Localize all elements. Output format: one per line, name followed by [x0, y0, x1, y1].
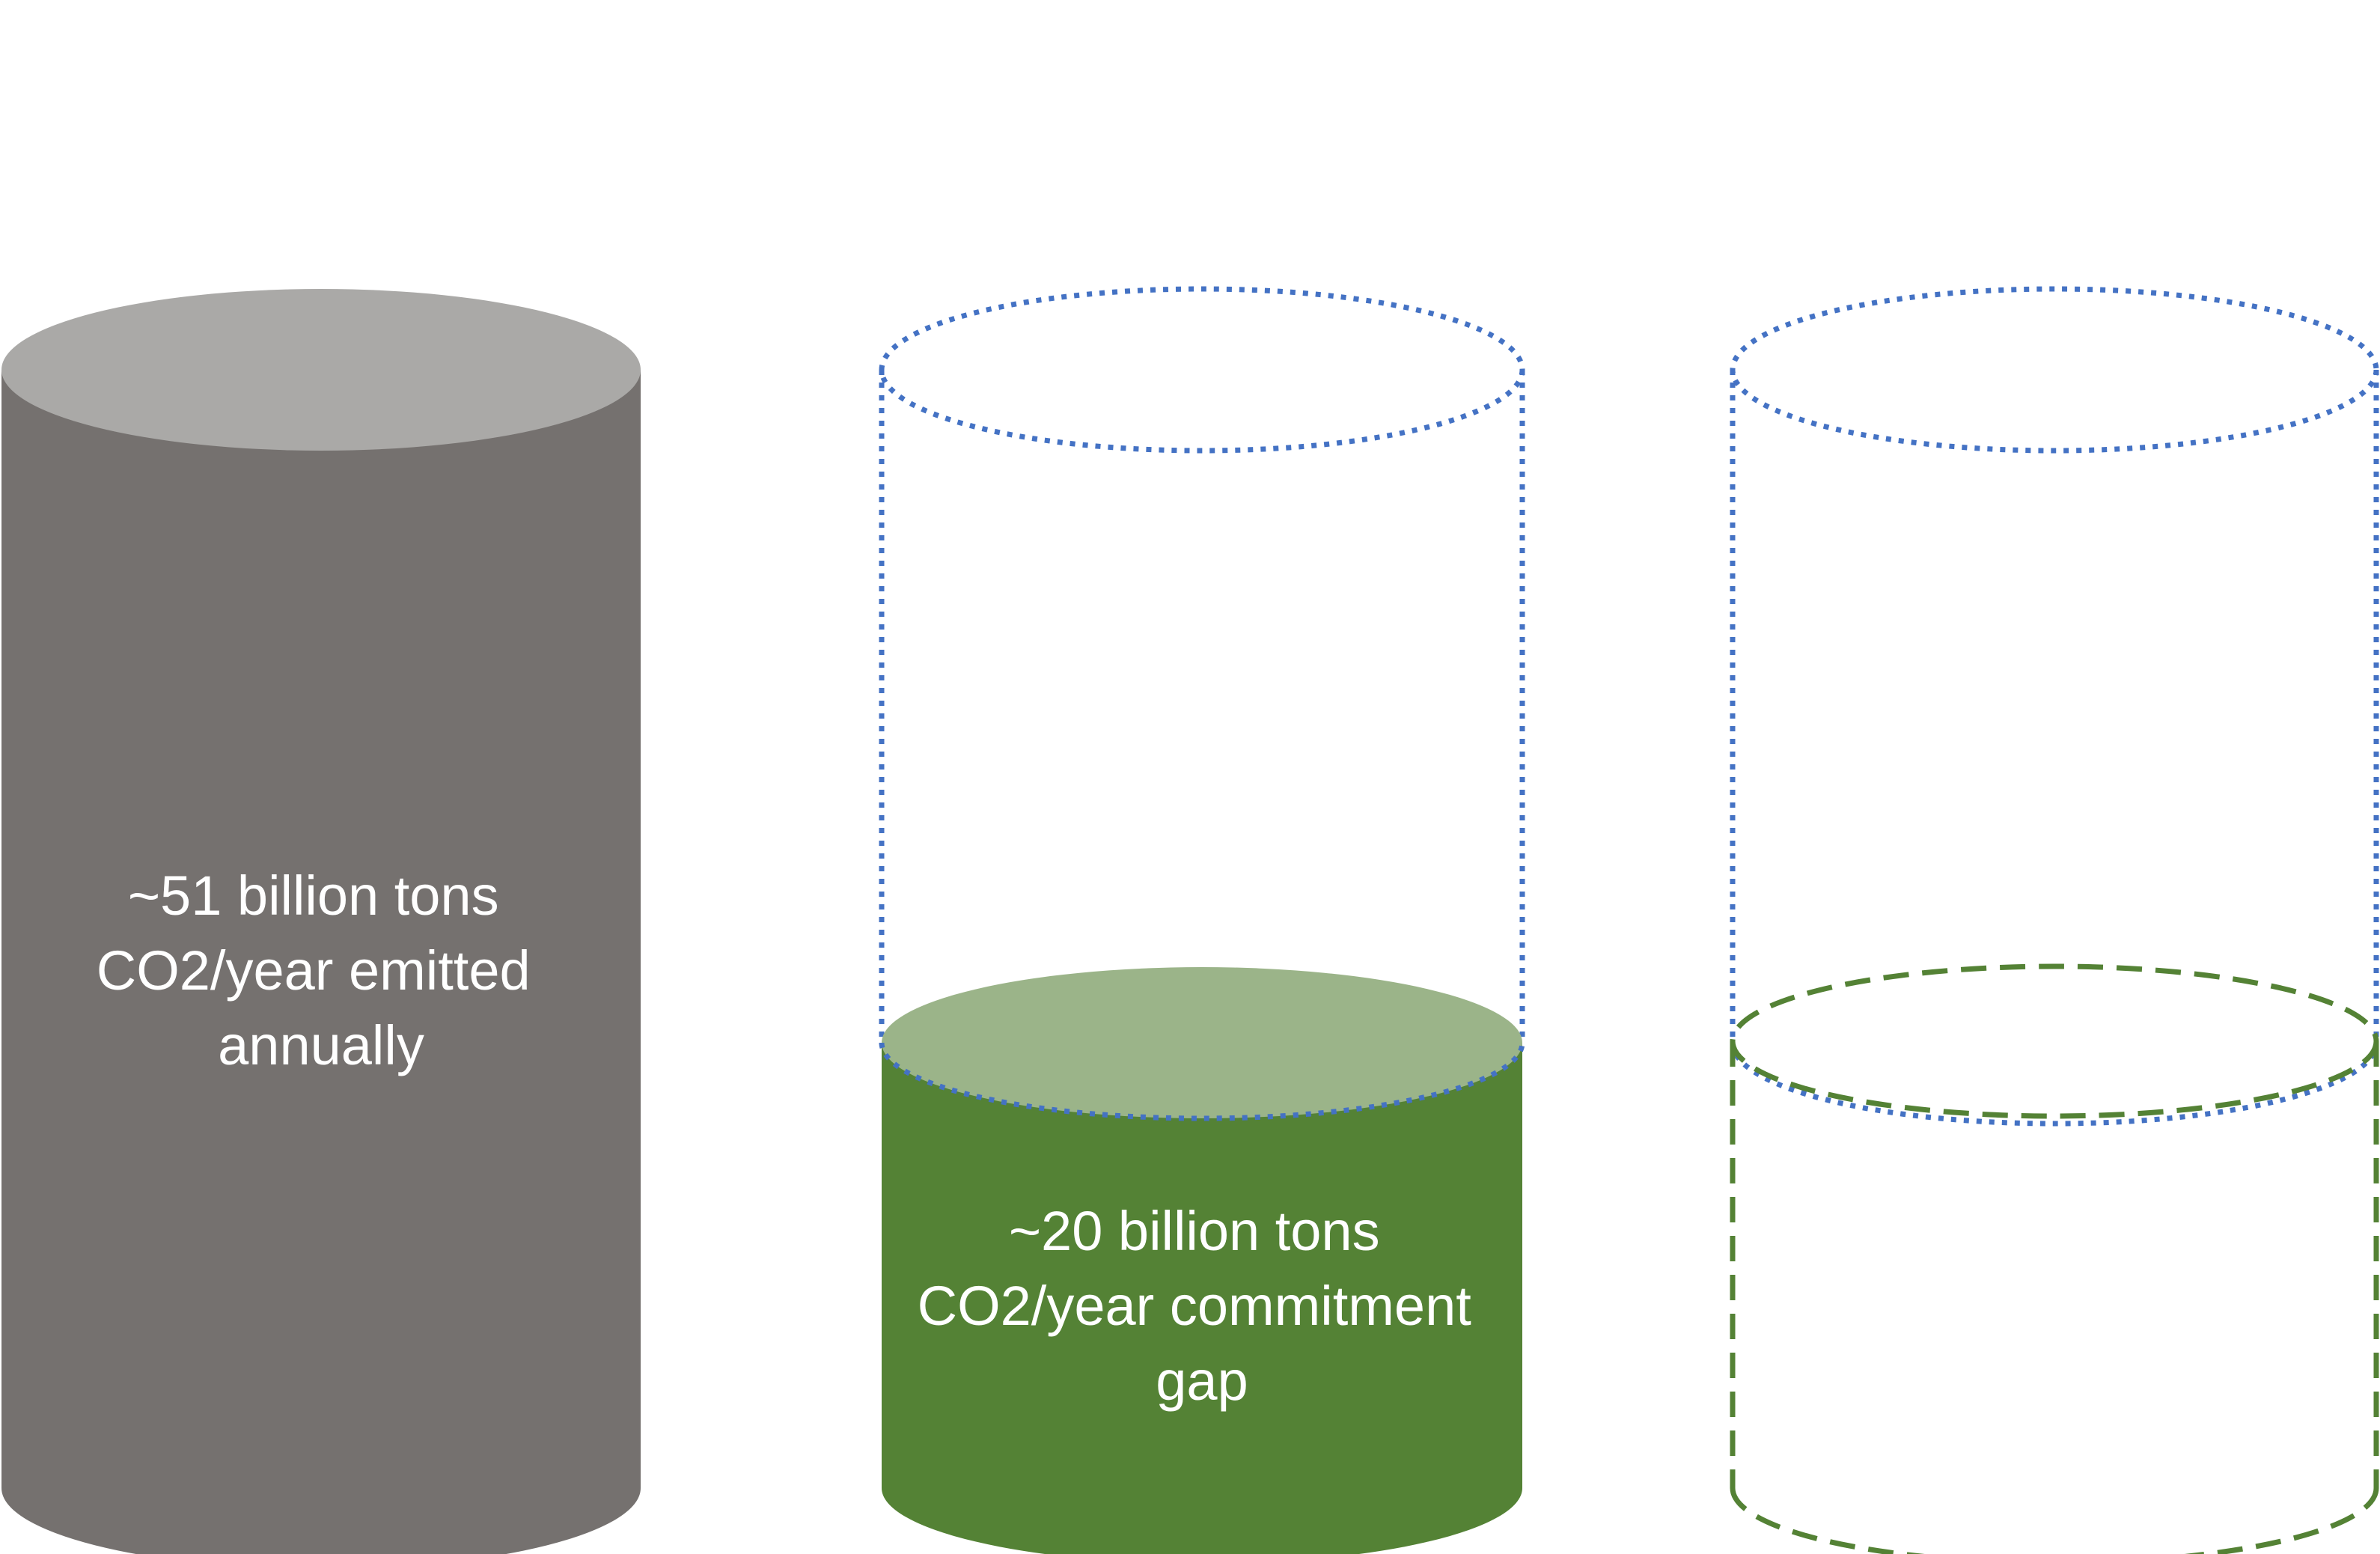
emitted-label: ~51 billion tons CO2/year emitted annual… — [97, 865, 546, 1076]
commitment-gap-label: ~20 billion tons CO2/year commitment gap — [918, 1200, 1487, 1412]
emitted-cylinder: ~51 billion tons CO2/year emitted annual… — [1, 289, 641, 1554]
commitment-gap-label-line-1: ~20 billion tons — [1009, 1200, 1380, 1262]
blue-outline-bottom-arc — [879, 1042, 1525, 1121]
emitted-label-line-2: CO2/year emitted — [97, 939, 531, 1002]
blue-dotted-bottom-arc — [1730, 1042, 2379, 1127]
empty-cylinder — [1730, 286, 2379, 1554]
commitment-gap-top — [882, 967, 1522, 1118]
blue-dotted-top-ellipse — [1730, 286, 2379, 454]
commitment-gap-cylinder: ~20 billion tons CO2/year commitment gap — [879, 286, 1525, 1554]
green-dashed-top-ellipse — [1730, 963, 2379, 1119]
emitted-cylinder-body — [1, 370, 641, 1554]
emitted-cylinder-top — [1, 289, 641, 451]
commitment-gap-body — [882, 1043, 1522, 1554]
commitment-gap-label-line-2: CO2/year commitment — [918, 1275, 1472, 1337]
blue-outline-top-ellipse — [879, 286, 1525, 454]
emitted-label-line-3: annually — [218, 1014, 424, 1076]
commitment-gap-label-line-3: gap — [1156, 1350, 1248, 1412]
emitted-label-line-1: ~51 billion tons — [128, 865, 499, 927]
green-dashed-bottom-arc — [1730, 1487, 2379, 1554]
